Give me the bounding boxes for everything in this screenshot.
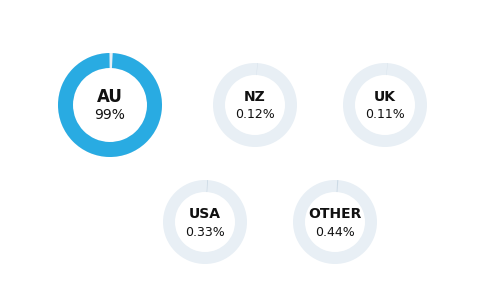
Text: 0.33%: 0.33% <box>185 226 225 238</box>
Text: AU: AU <box>97 88 123 106</box>
Wedge shape <box>163 180 247 264</box>
Text: 0.44%: 0.44% <box>315 226 355 238</box>
Wedge shape <box>206 180 208 192</box>
Text: 0.12%: 0.12% <box>235 109 275 122</box>
Wedge shape <box>336 180 338 192</box>
Wedge shape <box>256 63 258 75</box>
Wedge shape <box>343 63 427 147</box>
Wedge shape <box>386 63 388 75</box>
Wedge shape <box>213 63 297 147</box>
Wedge shape <box>293 180 377 264</box>
Text: NZ: NZ <box>244 90 266 104</box>
Text: USA: USA <box>189 207 221 221</box>
Text: OTHER: OTHER <box>308 207 362 221</box>
Text: 0.11%: 0.11% <box>365 109 405 122</box>
Wedge shape <box>58 53 162 157</box>
Text: UK: UK <box>374 90 396 104</box>
Wedge shape <box>58 53 162 157</box>
Text: 99%: 99% <box>94 108 126 122</box>
